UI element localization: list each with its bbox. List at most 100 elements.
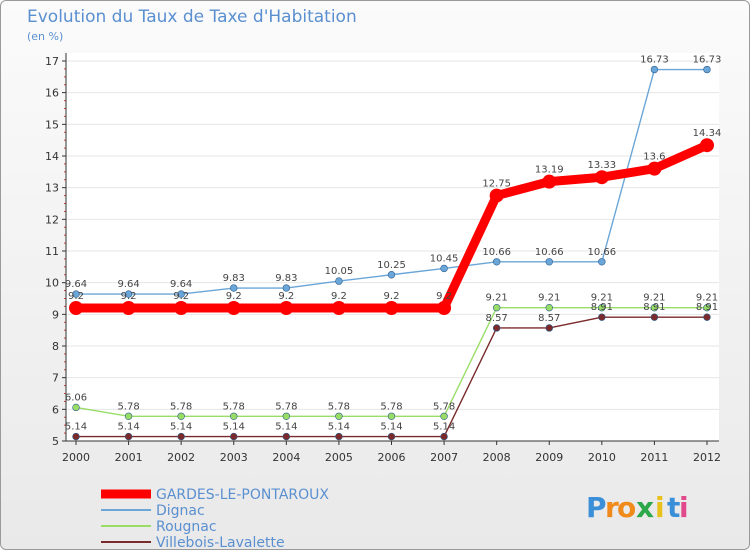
data-point	[492, 324, 501, 332]
data-label: 9.2	[436, 291, 452, 302]
data-label: 9.21	[643, 293, 665, 304]
data-label: 9.21	[696, 293, 718, 304]
data-point	[230, 412, 238, 420]
y-tick-label: 5	[52, 435, 59, 448]
data-point	[387, 432, 396, 441]
data-point	[594, 170, 609, 185]
data-point	[703, 313, 711, 321]
data-point	[650, 313, 659, 321]
data-label: 5.78	[328, 401, 350, 412]
data-label: 9.2	[384, 291, 400, 302]
data-point	[703, 65, 711, 74]
data-point	[335, 432, 343, 441]
logo-letter: i	[655, 491, 665, 524]
y-tick-label: 16	[45, 87, 59, 100]
data-label: 16.73	[640, 55, 669, 66]
data-point	[440, 412, 448, 420]
logo-letter: P	[586, 491, 607, 524]
data-point	[331, 301, 346, 315]
logo-letter: o	[617, 491, 636, 524]
data-point	[387, 271, 396, 279]
data-point	[598, 303, 606, 312]
x-tick-label: 2009	[535, 451, 563, 464]
data-point	[542, 174, 557, 189]
data-label: 9.2	[331, 291, 347, 302]
data-point	[282, 412, 291, 420]
data-point	[69, 301, 83, 315]
data-label: 10.25	[377, 260, 406, 271]
data-label: 8.91	[696, 302, 718, 313]
x-tick-label: 2003	[220, 451, 248, 464]
legend-label: Rougnac	[156, 519, 217, 535]
data-label: 16.73	[693, 55, 722, 66]
legend-label: Dignac	[156, 503, 205, 519]
logo-letter: x	[636, 491, 654, 524]
data-label: 10.66	[482, 247, 511, 258]
data-label: 10.66	[535, 247, 564, 258]
legend-label: Villebois-Lavalette	[156, 535, 285, 550]
y-tick-label: 12	[45, 213, 59, 226]
data-point	[492, 303, 501, 312]
data-point	[598, 258, 606, 266]
data-label: 5.14	[275, 422, 297, 433]
data-point	[545, 324, 553, 332]
data-point	[124, 290, 133, 298]
data-label: 9.21	[538, 293, 560, 304]
data-label: 10.05	[325, 266, 354, 277]
y-tick-label: 15	[45, 118, 59, 131]
y-tick-label: 6	[52, 403, 59, 416]
data-point	[177, 412, 185, 420]
data-point	[489, 188, 504, 203]
data-label: 5.78	[380, 401, 402, 412]
data-label: 9.64	[170, 279, 192, 290]
y-tick-label: 13	[45, 182, 59, 195]
data-label: 13.33	[588, 160, 617, 171]
data-point	[598, 313, 606, 321]
y-tick-label: 7	[52, 372, 59, 385]
data-label: 5.14	[117, 422, 139, 433]
data-label: 9.83	[223, 273, 245, 284]
data-label: 8.91	[591, 302, 613, 313]
data-point	[650, 303, 659, 312]
data-point	[121, 301, 136, 315]
data-point	[72, 403, 80, 412]
data-label: 8.91	[643, 302, 665, 313]
y-tick-label: 8	[52, 340, 59, 353]
data-label: 8.57	[538, 313, 560, 324]
data-label: 9.2	[121, 291, 137, 302]
data-label: 5.14	[170, 422, 192, 433]
data-point	[492, 258, 501, 266]
data-point	[440, 264, 448, 273]
data-point	[230, 432, 238, 441]
data-point	[282, 284, 291, 292]
x-tick-label: 2006	[378, 451, 406, 464]
data-point	[650, 65, 659, 74]
data-label: 5.14	[433, 422, 455, 433]
data-point	[230, 284, 238, 292]
data-point	[545, 258, 553, 266]
chart-subtitle: (en %)	[27, 30, 64, 43]
x-tick-label: 2001	[115, 451, 143, 464]
data-label: 9.21	[591, 293, 613, 304]
data-label: 13.19	[535, 165, 564, 176]
data-label: 5.14	[65, 422, 87, 433]
data-point	[335, 412, 343, 420]
data-point	[700, 138, 714, 153]
x-tick-label: 2007	[430, 451, 458, 464]
data-point	[72, 290, 80, 298]
data-point	[279, 301, 294, 315]
data-point	[72, 432, 80, 441]
x-tick-label: 2011	[640, 451, 668, 464]
y-tick-label: 14	[45, 150, 59, 163]
data-label: 9.64	[65, 279, 87, 290]
data-point	[335, 277, 343, 285]
data-label: 12.75	[482, 179, 511, 190]
y-tick-label: 17	[45, 55, 59, 68]
data-label: 9.2	[278, 291, 294, 302]
data-label: 5.78	[223, 401, 245, 412]
data-label: 5.78	[117, 401, 139, 412]
data-point	[703, 303, 711, 312]
data-point	[647, 161, 662, 176]
data-label: 13.6	[643, 152, 665, 163]
